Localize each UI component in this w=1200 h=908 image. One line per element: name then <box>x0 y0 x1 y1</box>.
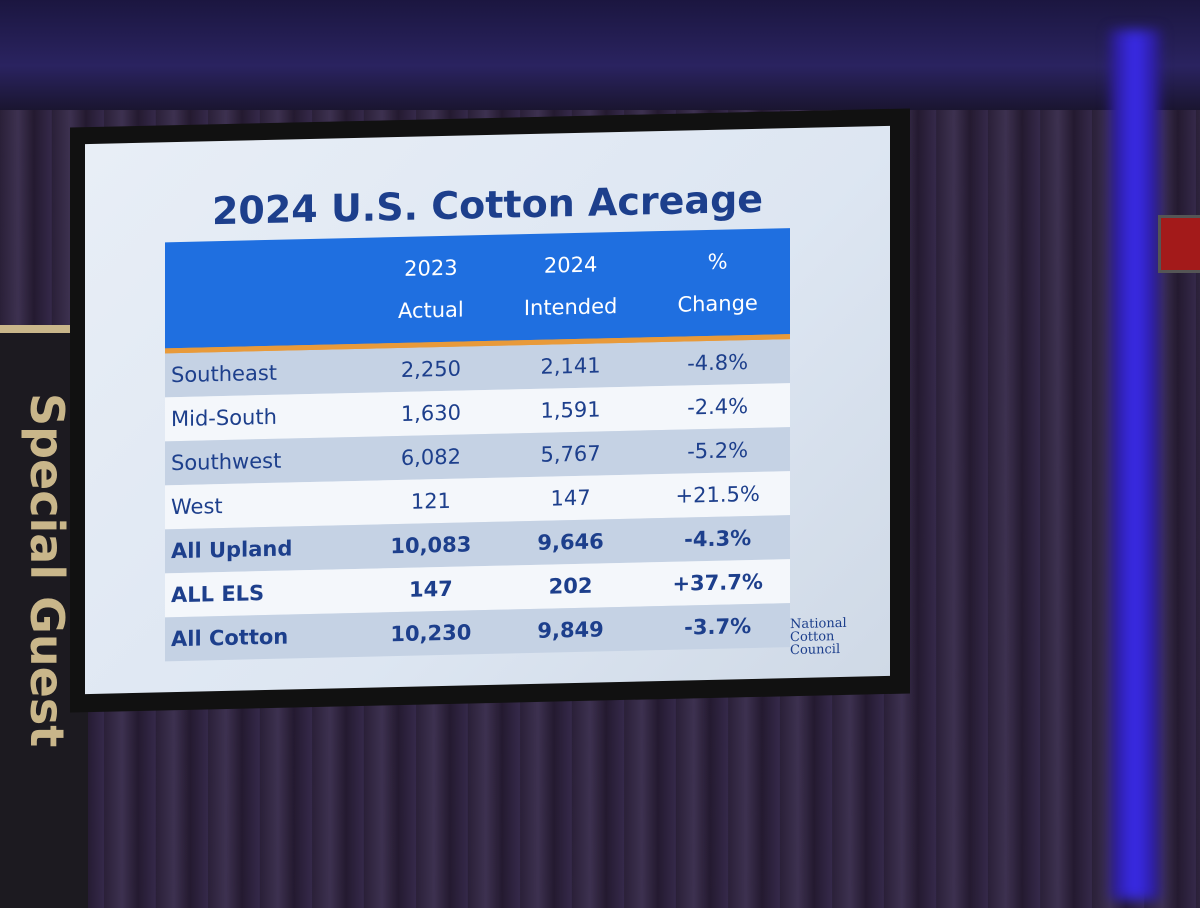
value-cell: 121 <box>365 477 496 525</box>
value-cell: 2,250 <box>365 343 496 393</box>
ceiling <box>0 0 1200 110</box>
acreage-table: 2023 Actual 2024 Intended% Change Southeast 2… <box>165 228 790 662</box>
header-row: 2023 Actual 2024 Intended% Change <box>165 228 790 351</box>
value-cell: 9,646 <box>495 518 646 566</box>
slide: 2024 U.S. Cotton Acreage 2023 Actual 2024 I… <box>85 125 890 695</box>
header-text: Actual <box>397 297 464 324</box>
logo-text: Council <box>790 641 841 659</box>
value-cell: 1,630 <box>365 389 496 437</box>
value-cell: 147 <box>495 474 646 522</box>
region-cell: ALL ELS <box>165 568 366 618</box>
header-text: % <box>707 249 728 275</box>
header-cell: 2023 Actual <box>365 234 496 347</box>
stage-light <box>1110 30 1160 900</box>
region-cell: All Upland <box>165 524 366 574</box>
exit-sign <box>1158 215 1200 273</box>
header-text: Change <box>677 290 758 317</box>
header-cell <box>165 237 366 351</box>
region-cell: Mid-South <box>165 392 366 442</box>
value-cell: 9,849 <box>495 606 646 654</box>
region-cell: Southeast <box>165 346 366 398</box>
value-cell: 10,230 <box>365 609 496 657</box>
value-cell: -2.4% <box>645 383 790 431</box>
region-cell: All Cotton <box>165 612 366 662</box>
table-body: Southeast 2,250 2,141 -4.8% Mid-South 1,630 1,… <box>165 336 790 662</box>
value-cell: 202 <box>495 562 646 610</box>
value-cell: +21.5% <box>645 471 790 519</box>
header-text: 2023 <box>404 255 458 281</box>
value-cell: 1,591 <box>495 386 646 434</box>
logo: National Cotton Council <box>790 616 847 659</box>
value-cell: 5,767 <box>495 430 646 478</box>
region-cell: Southwest <box>165 436 366 486</box>
value-cell: -4.8% <box>645 336 790 387</box>
header-cell: % Change <box>645 228 790 340</box>
header-text: Intended <box>523 294 618 321</box>
region-cell: West <box>165 480 366 530</box>
value-cell: 6,082 <box>365 433 496 481</box>
value-cell: 2,141 <box>495 339 646 390</box>
banner-text: Special Guest <box>20 393 74 748</box>
value-cell: -3.7% <box>645 603 790 651</box>
header-text: 2024 <box>543 252 598 278</box>
value-cell: +37.7% <box>645 559 790 607</box>
slide-title: 2024 U.S. Cotton Acreage <box>211 176 764 234</box>
value-cell: 147 <box>365 565 496 613</box>
value-cell: -4.3% <box>645 515 790 563</box>
value-cell: -5.2% <box>645 427 790 475</box>
value-cell: 10,083 <box>365 521 496 569</box>
header-cell: 2024 Intended <box>495 231 646 344</box>
